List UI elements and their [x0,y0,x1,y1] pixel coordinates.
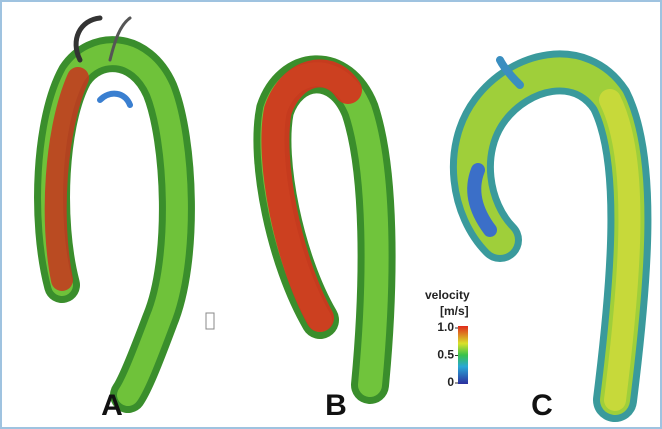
colorbar-title: velocity [425,288,470,302]
colorbar-unit: [m/s] [440,304,469,318]
colorbar-tick-label: 0 [447,375,454,389]
colorbar [458,326,468,384]
colorbar-tick-label: 1.0 [437,320,454,334]
panel-label: A [101,389,123,422]
colorbar-tick-label: 0.5 [437,348,454,362]
panel-label: B [325,389,347,422]
figure: velocity [m/s] 1.0 0.5 0 A B C [0,0,662,429]
marker [206,313,214,329]
panel-label: C [531,389,553,422]
